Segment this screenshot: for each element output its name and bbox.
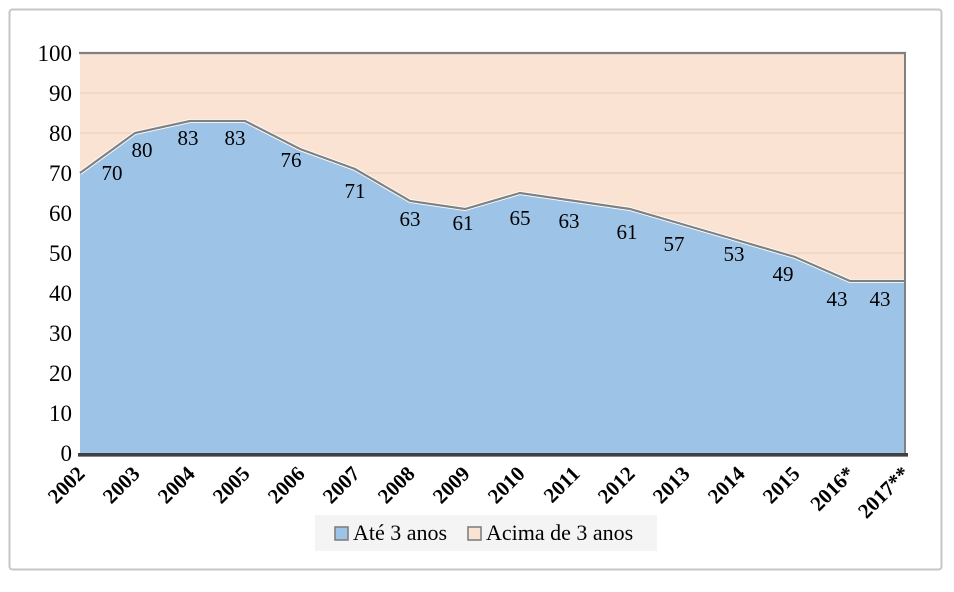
y-tick-label: 30 <box>49 321 72 346</box>
y-tick-label: 40 <box>49 281 72 306</box>
y-tick-label: 70 <box>49 161 72 186</box>
legend-item-acima-de-3-anos: Acima de 3 anos <box>467 520 633 545</box>
data-label: 61 <box>453 211 474 235</box>
data-label: 53 <box>724 242 745 266</box>
data-label: 43 <box>827 287 848 311</box>
y-tick-label: 80 <box>49 121 72 146</box>
data-label: 83 <box>225 126 246 150</box>
data-label: 63 <box>559 209 580 233</box>
data-label: 71 <box>345 179 366 203</box>
y-tick-label: 60 <box>49 201 72 226</box>
data-labels: 70 80 83 83 76 71 63 61 65 63 61 57 53 49 43 43 <box>102 126 891 311</box>
y-tick-label: 0 <box>61 441 73 466</box>
data-label: 43 <box>870 287 891 311</box>
data-label: 70 <box>102 161 123 185</box>
y-tick-label: 10 <box>49 401 72 426</box>
legend-swatch-acima-de-3-anos <box>467 526 482 541</box>
y-axis-labels: 0 10 20 30 40 50 60 70 80 90 100 <box>38 41 73 466</box>
legend: Até 3 anos Acima de 3 anos <box>315 515 657 551</box>
y-tick-label: 90 <box>49 81 72 106</box>
legend-item-ate-3-anos: Até 3 anos <box>334 520 447 545</box>
legend-swatch-ate-3-anos <box>334 526 349 541</box>
legend-label-ate-3-anos: Até 3 anos <box>353 520 447 545</box>
area-ate-3-anos <box>80 121 905 453</box>
data-label: 61 <box>617 220 638 244</box>
data-label: 65 <box>510 206 531 230</box>
y-tick-label: 50 <box>49 241 72 266</box>
data-label: 76 <box>281 148 302 172</box>
data-label: 80 <box>132 138 153 162</box>
y-tick-label: 20 <box>49 361 72 386</box>
data-line <box>79 119 905 283</box>
data-label: 49 <box>773 262 794 286</box>
legend-box <box>315 515 657 551</box>
y-tick-label: 100 <box>38 41 73 66</box>
data-label: 83 <box>178 126 199 150</box>
legend-label-acima-de-3-anos: Acima de 3 anos <box>486 520 633 545</box>
data-label: 63 <box>400 207 421 231</box>
data-label: 57 <box>664 232 685 256</box>
